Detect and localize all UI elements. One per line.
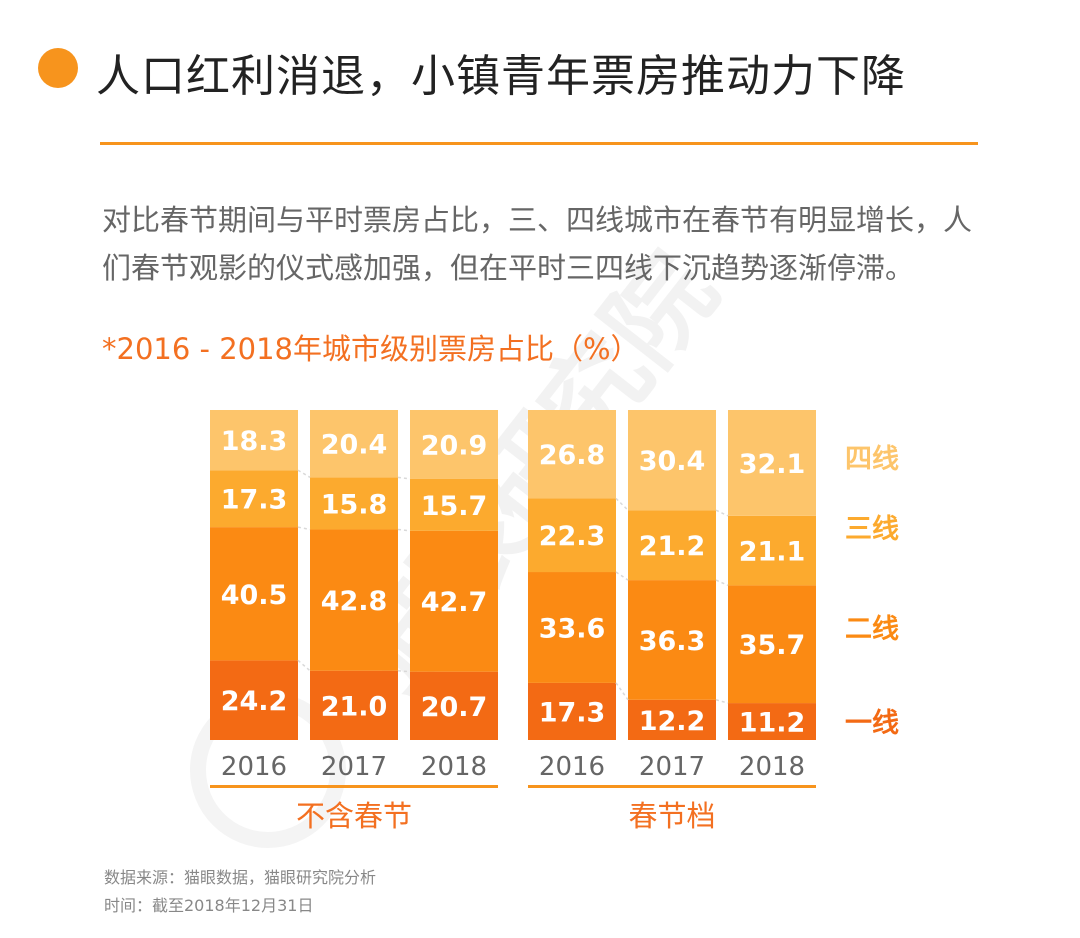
bar-segment-1-0-1 bbox=[528, 572, 616, 683]
year-tick-label: 2017 bbox=[639, 752, 705, 782]
data-label: 20.9 bbox=[421, 430, 488, 461]
legend-label: 一线 bbox=[845, 708, 899, 739]
title-bullet-dot bbox=[38, 48, 78, 88]
bar-segment-0-1-0 bbox=[310, 670, 398, 740]
group-underline bbox=[210, 785, 498, 788]
group-label: 不含春节 bbox=[296, 799, 412, 833]
data-label: 15.8 bbox=[321, 489, 388, 520]
bar-segment-0-2-1 bbox=[410, 530, 498, 672]
data-label: 26.8 bbox=[539, 440, 606, 471]
bar-segment-1-2-2 bbox=[728, 515, 816, 586]
data-label: 32.1 bbox=[739, 449, 806, 480]
segment-connector bbox=[397, 669, 411, 673]
time-text: 时间：截至2018年12月31日 bbox=[104, 896, 314, 915]
title-divider bbox=[100, 142, 978, 145]
bar-segment-1-1-1 bbox=[628, 580, 716, 700]
bar-segment-1-0-0 bbox=[528, 682, 616, 740]
data-label: 18.3 bbox=[221, 426, 288, 457]
legend-label: 三线 bbox=[845, 514, 899, 545]
data-label: 21.1 bbox=[739, 537, 806, 568]
segment-connector bbox=[615, 497, 629, 511]
data-label: 33.6 bbox=[539, 613, 606, 644]
data-label: 17.3 bbox=[221, 485, 288, 516]
bar-segment-0-2-0 bbox=[410, 671, 498, 740]
bar-segment-1-1-0 bbox=[628, 699, 716, 740]
data-label: 42.8 bbox=[321, 586, 388, 617]
bar-segment-1-0-3 bbox=[528, 410, 616, 499]
year-tick-label: 2018 bbox=[421, 752, 487, 782]
bar-segment-1-2-3 bbox=[728, 410, 816, 516]
description-text: 对比春节期间与平时票房占比，三、四线城市在春节有明显增长，人们春节观影的仪式感加… bbox=[102, 203, 973, 285]
data-label: 21.0 bbox=[321, 691, 388, 722]
segment-connector bbox=[615, 682, 629, 701]
bar-segment-1-1-3 bbox=[628, 410, 716, 511]
data-label: 30.4 bbox=[639, 446, 706, 477]
bar-segment-0-2-3 bbox=[410, 410, 498, 479]
bar-segment-0-0-2 bbox=[210, 470, 298, 528]
data-label: 22.3 bbox=[539, 521, 606, 552]
data-label: 42.7 bbox=[421, 587, 488, 618]
segment-connector bbox=[715, 699, 729, 704]
data-label: 20.4 bbox=[321, 430, 388, 461]
bar-segment-1-2-0 bbox=[728, 703, 816, 740]
segment-connector bbox=[297, 659, 311, 672]
legend-label: 二线 bbox=[845, 614, 899, 645]
segment-connector bbox=[397, 476, 411, 480]
bar-segment-0-1-3 bbox=[310, 410, 398, 478]
chart-title: *2016 - 2018年城市级别票房占比（%） bbox=[102, 332, 640, 366]
year-tick-label: 2016 bbox=[221, 752, 287, 782]
data-label: 20.7 bbox=[421, 692, 488, 723]
bar-segment-0-0-1 bbox=[210, 527, 298, 661]
bar-segment-1-0-2 bbox=[528, 498, 616, 573]
group-underline bbox=[528, 785, 816, 788]
bar-segment-1-1-2 bbox=[628, 510, 716, 581]
bar-segment-0-0-3 bbox=[210, 410, 298, 471]
data-label: 21.2 bbox=[639, 531, 706, 562]
data-label: 17.3 bbox=[539, 697, 606, 728]
year-tick-label: 2017 bbox=[321, 752, 387, 782]
segment-connector bbox=[715, 579, 729, 587]
bar-segment-0-1-2 bbox=[310, 477, 398, 530]
data-label: 12.2 bbox=[639, 706, 706, 737]
bar-segment-0-1-1 bbox=[310, 529, 398, 671]
segment-connector bbox=[397, 528, 411, 532]
segment-connector bbox=[297, 469, 311, 478]
page-title: 人口红利消退，小镇青年票房推动力下降 bbox=[96, 51, 906, 102]
segment-connector bbox=[297, 526, 311, 531]
data-label: 15.7 bbox=[421, 491, 488, 522]
source-text: 数据来源：猫眼数据，猫眼研究院分析 bbox=[104, 868, 377, 887]
legend-label: 四线 bbox=[845, 444, 899, 475]
source-note: 数据来源：猫眼数据，猫眼研究院分析 时间：截至2018年12月31日 bbox=[104, 864, 376, 920]
bar-segment-1-2-1 bbox=[728, 585, 816, 704]
bar-segment-0-2-2 bbox=[410, 478, 498, 531]
year-tick-label: 2016 bbox=[539, 752, 605, 782]
bar-segment-0-0-0 bbox=[210, 660, 298, 740]
segment-connector bbox=[615, 571, 629, 581]
data-label: 24.2 bbox=[221, 686, 288, 717]
segment-connector bbox=[715, 509, 729, 517]
data-label: 40.5 bbox=[221, 580, 288, 611]
data-label: 36.3 bbox=[639, 626, 706, 657]
year-tick-label: 2018 bbox=[739, 752, 805, 782]
data-label: 11.2 bbox=[739, 708, 806, 739]
data-label: 35.7 bbox=[739, 630, 806, 661]
group-label: 春节档 bbox=[628, 799, 715, 833]
